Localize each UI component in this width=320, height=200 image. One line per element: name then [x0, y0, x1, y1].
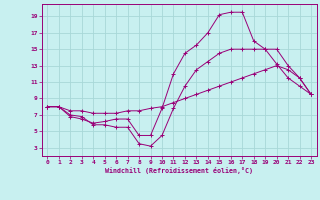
- X-axis label: Windchill (Refroidissement éolien,°C): Windchill (Refroidissement éolien,°C): [105, 167, 253, 174]
